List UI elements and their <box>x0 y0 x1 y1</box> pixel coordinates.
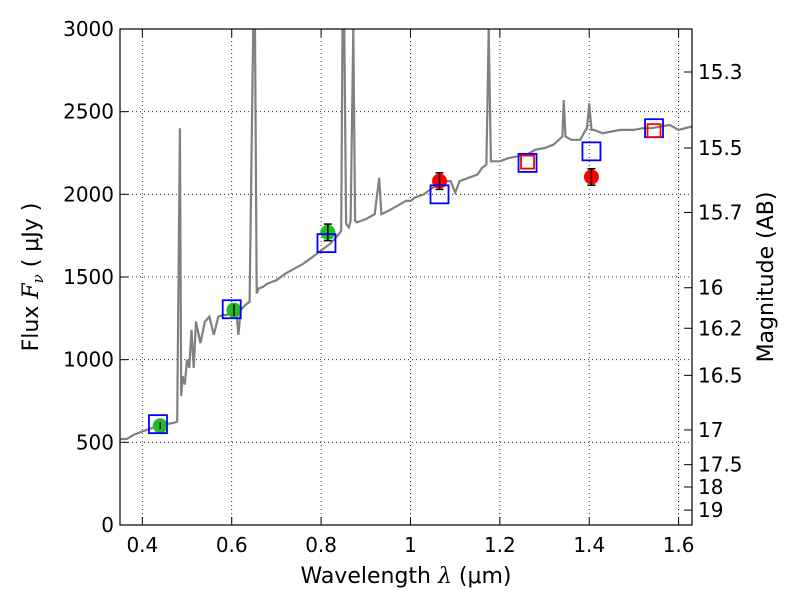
x-axis-label-symbol: λ <box>437 564 452 589</box>
model-square-marker <box>517 153 538 173</box>
y-tick-label: 3000 <box>63 17 114 41</box>
y2-tick-label: 16 <box>698 276 723 300</box>
model-square-marker <box>646 123 662 139</box>
y2-tick-label: 18 <box>698 475 723 499</box>
x-tick-label: 1.4 <box>573 533 605 557</box>
model-square-marker <box>148 414 168 435</box>
y2-tick-label: 15.5 <box>698 136 743 160</box>
model-square-marker <box>429 184 450 205</box>
model-square-marker <box>520 154 535 170</box>
y-axis-label-symbol: F <box>19 283 44 300</box>
x-tick-label: 0.6 <box>216 533 248 557</box>
y-tick-label: 500 <box>76 430 114 454</box>
y2-tick-label: 17.5 <box>698 453 743 477</box>
x-tick-label: 0.8 <box>305 533 337 557</box>
y-tick-label: 0 <box>101 513 114 537</box>
y2-tick-label: 19 <box>698 498 723 522</box>
y-axis-label-unit: ( μJy ) <box>19 203 44 275</box>
y2-tick-label: 17 <box>698 418 723 442</box>
x-tick-label: 1.6 <box>663 533 695 557</box>
model-square-marker <box>316 233 337 254</box>
y-axis-label: Flux Fν ( μJy ) <box>19 203 47 352</box>
spectrum-line <box>120 29 692 441</box>
plot-area <box>120 29 692 441</box>
x-axis-label: Wavelength λ (μm) <box>300 564 511 589</box>
x-axis-label-unit: (μm) <box>452 564 512 589</box>
y-tick-label: 2000 <box>63 182 114 206</box>
x-tick-label: 1.2 <box>484 533 516 557</box>
x-tick-label: 1 <box>404 533 417 557</box>
y2-tick-label: 15.3 <box>698 60 743 84</box>
y-tick-label: 1000 <box>63 348 114 372</box>
y2-tick-label: 16.5 <box>698 363 743 387</box>
y-axis-label-subscript: ν <box>29 274 47 283</box>
model-square-marker <box>221 299 242 320</box>
x-axis-label-prefix: Wavelength <box>300 564 438 589</box>
y-tick-label: 1500 <box>63 265 114 289</box>
y-tick-label: 2500 <box>63 100 114 124</box>
ticks: 0.4 0.6 0.8 1 1.2 1.4 1.6 0 500 1000 1500 2000 2500 3… <box>63 17 742 557</box>
model-square-marker <box>581 141 602 162</box>
y2-tick-label: 16.2 <box>698 316 743 340</box>
y2-tick-label: 15.7 <box>698 201 743 225</box>
y2-axis-label: Magnitude (AB) <box>754 192 779 363</box>
y-axis-label-prefix: Flux <box>19 299 44 352</box>
x-tick-label: 0.4 <box>126 533 158 557</box>
markers <box>148 118 664 435</box>
